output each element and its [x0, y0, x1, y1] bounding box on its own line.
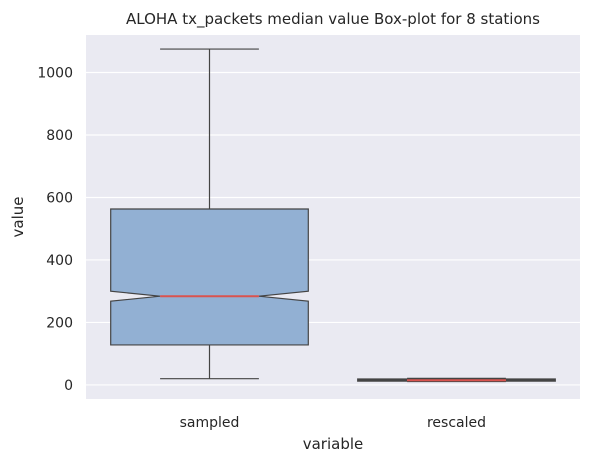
y-tick-label: 400 [46, 253, 73, 269]
x-axis-ticks: sampled rescaled [180, 415, 486, 431]
box-body [110, 208, 309, 346]
box-rescaled [357, 377, 556, 383]
y-tick-label: 0 [64, 378, 73, 394]
box-sampled [110, 48, 309, 380]
boxes-layer [110, 48, 556, 383]
y-tick-label: 800 [46, 128, 73, 144]
y-axis-label: value [9, 197, 27, 238]
x-tick-label: sampled [180, 415, 240, 431]
y-tick-label: 600 [46, 190, 73, 206]
x-tick-label: rescaled [427, 415, 486, 431]
y-axis-ticks: 0 200 400 600 800 1000 [37, 65, 73, 393]
x-axis-label: variable [303, 435, 364, 453]
y-tick-label: 200 [46, 315, 73, 331]
chart-title: ALOHA tx_packets median value Box-plot f… [126, 10, 540, 29]
y-tick-label: 1000 [37, 65, 73, 81]
